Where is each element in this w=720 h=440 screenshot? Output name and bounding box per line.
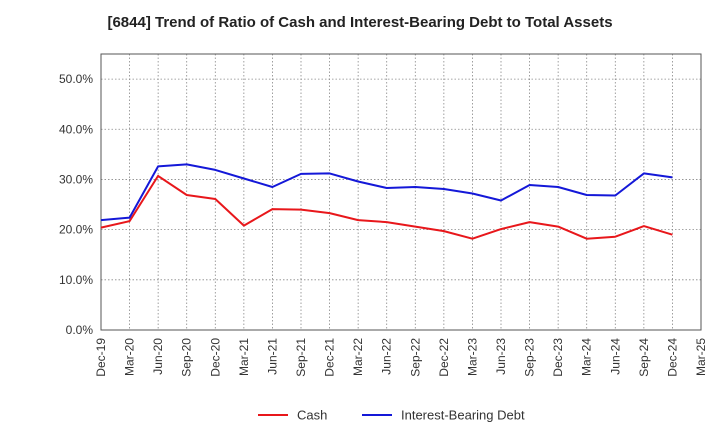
y-tick-label: 50.0% — [59, 72, 93, 86]
y-tick-label: 10.0% — [59, 273, 93, 287]
x-tick-label: Jun-21 — [265, 338, 279, 375]
x-tick-label: Sep-21 — [294, 338, 308, 377]
plot-frame — [100, 53, 702, 331]
x-tick-label: Jun-22 — [380, 338, 394, 375]
x-tick-label: Jun-24 — [608, 338, 622, 375]
x-tick-label: Jun-23 — [494, 338, 508, 375]
x-tick-label: Sep-20 — [180, 338, 194, 377]
x-tick-label: Dec-21 — [323, 338, 337, 377]
x-tick-label: Sep-23 — [523, 338, 537, 377]
x-tick-label: Dec-20 — [208, 338, 222, 377]
y-tick-label: 30.0% — [59, 172, 93, 186]
x-tick-label: Dec-23 — [551, 338, 565, 377]
x-tick-label: Mar-22 — [351, 338, 365, 376]
x-tick-label: Dec-22 — [437, 338, 451, 377]
chart-title: [6844] Trend of Ratio of Cash and Intere… — [107, 14, 613, 31]
series-line-interest-bearing-debt — [100, 163, 673, 222]
x-tick-label: Mar-23 — [465, 338, 479, 376]
y-tick-label: 0.0% — [66, 323, 94, 337]
x-tick-label: Sep-22 — [408, 338, 422, 377]
y-tick-label: 40.0% — [59, 122, 93, 136]
x-tick-label: Mar-21 — [237, 338, 251, 376]
legend-label: Interest-Bearing Debt — [401, 408, 525, 423]
y-tick-label: 20.0% — [59, 223, 93, 237]
x-tick-label: Mar-20 — [123, 338, 137, 376]
series-line-cash — [100, 174, 673, 240]
x-tick-label: Dec-24 — [665, 338, 679, 377]
x-tick-label: Mar-25 — [694, 338, 708, 376]
legend-label: Cash — [297, 408, 327, 423]
x-tick-label: Sep-24 — [637, 338, 651, 377]
x-tick-label: Jun-20 — [151, 338, 165, 375]
x-tick-label: Mar-24 — [580, 338, 594, 376]
x-tick-label: Dec-19 — [94, 338, 108, 377]
